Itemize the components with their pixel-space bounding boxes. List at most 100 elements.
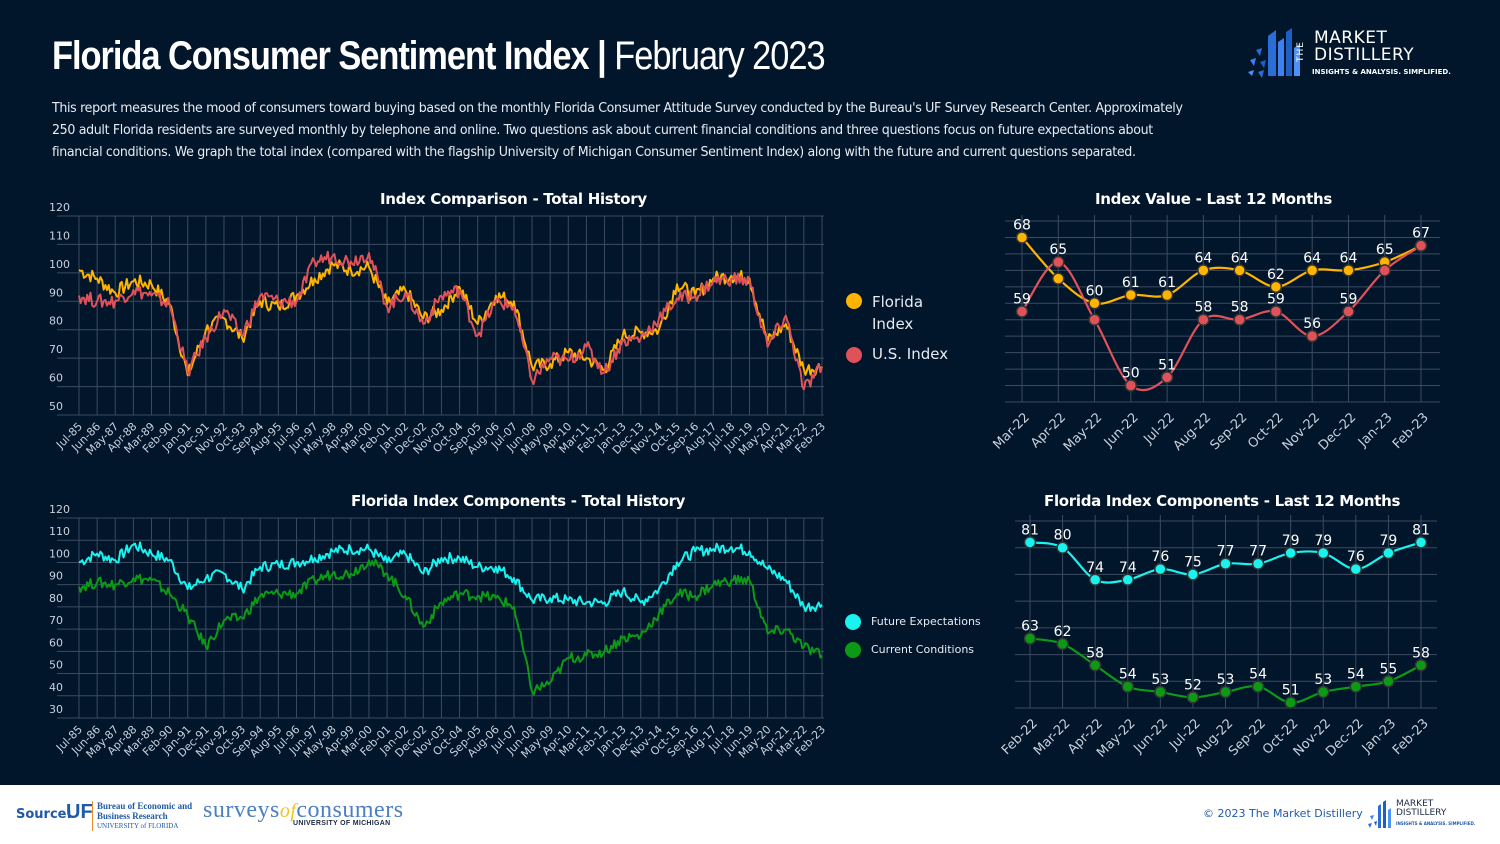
data-label: 52 (1184, 677, 1202, 693)
data-point (1414, 536, 1428, 549)
data-point (1305, 329, 1319, 343)
data-label: 56 (1303, 316, 1321, 332)
data-point (1317, 685, 1330, 699)
series-line-current-conditions (78, 558, 823, 696)
data-point (1121, 573, 1134, 587)
report-description: This report measures the mood of consume… (52, 101, 1183, 160)
y-tick-label: 80 (49, 592, 63, 605)
data-point (1186, 568, 1200, 581)
chart-title-components-12m: Florida Index Components - Last 12 Month… (1044, 492, 1401, 510)
chart-components-12m: Feb-22Mar-22Apr-22May-22Jun-22Jul-22Aug-… (999, 515, 1437, 761)
chart-title-components-history: Florida Index Components - Total History (351, 492, 686, 510)
legend-item-us[interactable]: U.S. Index (846, 345, 948, 363)
data-point (1284, 546, 1297, 560)
data-point (1284, 696, 1297, 709)
y-tick-label: 70 (49, 343, 63, 356)
data-label: 67 (1412, 226, 1430, 242)
copyright: © 2023 The Market Distillery (1203, 807, 1363, 820)
data-point (1056, 541, 1069, 554)
data-label: 60 (1086, 283, 1104, 299)
data-point (1233, 264, 1246, 277)
data-label: 51 (1158, 357, 1176, 373)
data-label: 64 (1340, 250, 1358, 266)
page-title-bold: Florida Consumer Sentiment Index | (52, 34, 607, 78)
data-point (1124, 288, 1138, 302)
data-label: 64 (1303, 250, 1321, 266)
surveys-of-consumers-logo: surveysofconsumers (203, 797, 404, 824)
data-point (1342, 264, 1355, 277)
footer: Source: UF Bureau of Economic and Busine… (0, 785, 1500, 844)
footer-logo-tagline: INSIGHTS & ANALYSIS. SIMPLIFIED. (1396, 821, 1476, 826)
data-point (1052, 255, 1065, 269)
data-point (1349, 562, 1363, 576)
x-tick-label: Sep-22 (1226, 716, 1269, 759)
data-label: 59 (1013, 292, 1031, 308)
x-tick-label: Feb-23 (1390, 410, 1432, 452)
data-label: 81 (1021, 522, 1039, 538)
chart-components-history: 12011010090807060504030Jul-85Jun-86May-8… (49, 503, 828, 761)
legend-dot-florida-icon (846, 293, 862, 309)
x-tick-label: Nov-22 (1280, 410, 1323, 453)
y-tick-label: 60 (49, 372, 63, 385)
bebr-line-3: UNIVERSITY of FLORIDA (97, 822, 179, 830)
data-label: 62 (1054, 624, 1072, 640)
bebr-line-1: Bureau of Economic and (97, 801, 193, 811)
legend-label-florida: Florida Index (872, 293, 924, 333)
data-point (1233, 313, 1246, 326)
data-label: 53 (1217, 672, 1235, 688)
y-tick-label: 120 (49, 201, 70, 214)
footer-market-distillery-logo: MARKET DISTILLERY INSIGHTS & ANALYSIS. S… (1366, 800, 1475, 830)
x-tick-label: Feb-23 (1390, 716, 1432, 758)
y-tick-label: 70 (49, 614, 63, 627)
data-point (1154, 685, 1167, 699)
data-point (1251, 557, 1265, 570)
data-label: 64 (1231, 250, 1249, 266)
x-tick-label: Aug-22 (1171, 410, 1215, 454)
chart-title-index-history: Index Comparison - Total History (380, 190, 647, 208)
data-label: 53 (1151, 672, 1169, 688)
x-tick-label: Jun-22 (1101, 410, 1142, 451)
data-label: 50 (1122, 366, 1140, 382)
data-label: 77 (1217, 544, 1235, 560)
logo-line-1: MARKET (1314, 28, 1388, 48)
data-point (1088, 573, 1102, 587)
footer-logo-line-2: DISTILLERY (1396, 808, 1447, 818)
y-tick-label: 90 (49, 286, 63, 299)
legend-item-florida[interactable]: Florida Index (846, 291, 948, 335)
data-point (1305, 264, 1319, 277)
data-point (1121, 680, 1134, 693)
data-point (1414, 659, 1428, 672)
y-tick-label: 80 (49, 315, 63, 328)
data-point (1124, 379, 1138, 392)
data-point (1251, 680, 1265, 693)
data-label: 62 (1267, 267, 1285, 283)
x-tick-label: Jan-23 (1355, 410, 1396, 451)
x-tick-label: May-22 (1061, 410, 1105, 454)
data-label: 63 (1021, 619, 1039, 635)
umich-label: UNIVERSITY OF MICHIGAN (293, 820, 391, 827)
data-point (1378, 264, 1391, 277)
data-point (1056, 637, 1069, 651)
data-label: 58 (1086, 645, 1104, 661)
data-label: 79 (1380, 533, 1398, 549)
data-point (1186, 691, 1200, 704)
y-tick-label: 50 (49, 659, 63, 672)
data-point (1349, 680, 1363, 693)
data-point (1088, 297, 1101, 310)
surveys-word: surveys (203, 797, 280, 823)
data-point (1269, 280, 1283, 294)
data-label: 80 (1054, 528, 1072, 544)
legend-item-future[interactable]: Future Expectations (845, 612, 981, 630)
x-tick-label: Mar-22 (1031, 716, 1073, 758)
data-label: 58 (1194, 300, 1212, 316)
y-tick-label: 110 (49, 525, 70, 538)
logo-line-2: DISTILLERY (1314, 45, 1415, 65)
y-tick-label: 110 (49, 229, 70, 242)
data-point (1219, 685, 1232, 699)
data-label: 77 (1249, 544, 1267, 560)
data-point (1342, 305, 1355, 318)
of-word: of (279, 800, 297, 822)
legend-item-current[interactable]: Current Conditions (845, 640, 981, 658)
y-tick-label: 100 (49, 547, 70, 560)
